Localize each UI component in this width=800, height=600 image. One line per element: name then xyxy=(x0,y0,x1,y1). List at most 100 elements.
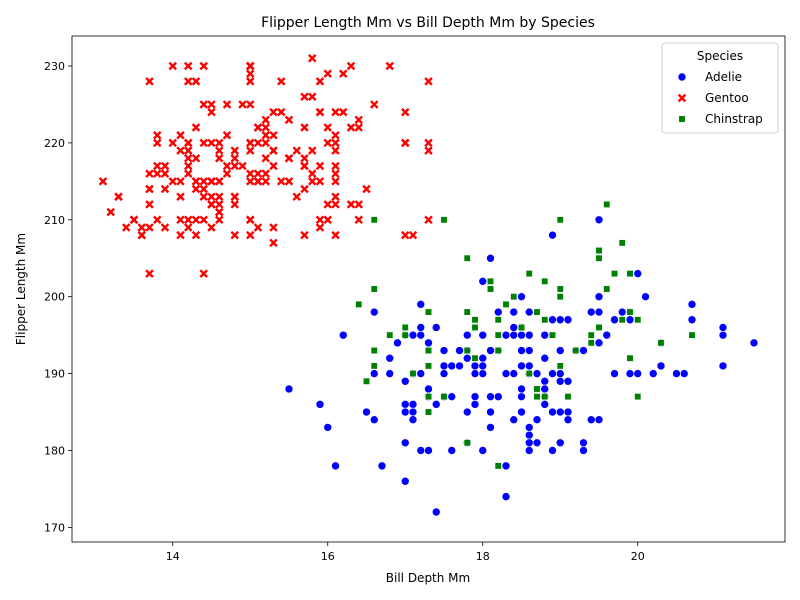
data-point xyxy=(401,107,410,117)
legend-items: Adelie Gentoo Chinstrap xyxy=(677,70,763,126)
data-point xyxy=(471,323,479,331)
data-point xyxy=(355,300,363,308)
data-point xyxy=(269,161,278,171)
data-point xyxy=(184,77,193,86)
y-tick-label: 210 xyxy=(44,214,65,227)
plot-area xyxy=(98,54,759,517)
data-point xyxy=(393,338,402,348)
data-point xyxy=(439,369,449,378)
data-point xyxy=(533,385,541,393)
data-point xyxy=(625,369,635,378)
data-point xyxy=(587,339,595,347)
data-point xyxy=(424,77,433,86)
data-point xyxy=(594,292,604,301)
data-point xyxy=(184,154,193,163)
data-point xyxy=(439,361,449,371)
data-point xyxy=(145,269,154,278)
data-point xyxy=(541,316,549,324)
data-point xyxy=(416,369,426,378)
data-point xyxy=(611,270,618,278)
data-point xyxy=(331,177,340,186)
data-point xyxy=(98,177,108,186)
data-point xyxy=(145,77,154,86)
data-point xyxy=(168,138,177,148)
data-point xyxy=(679,369,689,378)
data-point xyxy=(594,307,604,317)
data-point xyxy=(416,446,426,455)
data-point xyxy=(145,200,154,209)
data-point xyxy=(323,200,332,209)
data-point xyxy=(509,369,519,378)
data-point xyxy=(385,369,395,378)
data-point xyxy=(377,461,387,471)
data-point xyxy=(478,361,488,371)
data-point xyxy=(470,392,480,401)
data-point xyxy=(323,138,332,148)
data-point xyxy=(215,177,224,186)
y-axis: 170 180 190 200 210 220 230 xyxy=(44,60,72,534)
data-point xyxy=(362,184,371,194)
data-point xyxy=(207,223,216,232)
y-tick-label: 220 xyxy=(44,137,65,150)
data-point xyxy=(524,307,534,317)
data-point xyxy=(431,323,441,332)
data-point xyxy=(586,415,596,425)
data-point xyxy=(509,323,519,332)
data-point xyxy=(408,230,418,240)
data-point xyxy=(672,369,681,378)
series-gentoo xyxy=(98,54,433,278)
data-point xyxy=(687,315,697,325)
data-point xyxy=(246,69,255,78)
data-point xyxy=(424,215,433,225)
data-point xyxy=(215,207,224,217)
data-point xyxy=(463,439,471,447)
data-point xyxy=(610,315,619,325)
data-point xyxy=(555,407,565,417)
data-point xyxy=(261,130,270,140)
data-point xyxy=(176,215,185,225)
data-point xyxy=(246,177,255,186)
data-point xyxy=(284,384,294,394)
data-point xyxy=(424,138,433,148)
data-point xyxy=(369,369,379,378)
data-point xyxy=(191,154,201,163)
plot-frame xyxy=(71,35,786,543)
data-point xyxy=(455,361,464,371)
data-point xyxy=(486,253,495,263)
data-point xyxy=(595,323,603,331)
data-point xyxy=(308,146,317,155)
data-point xyxy=(749,338,759,348)
data-point xyxy=(408,407,418,417)
data-point xyxy=(424,146,433,155)
data-point xyxy=(176,130,185,140)
data-point xyxy=(385,61,394,71)
data-point xyxy=(595,254,603,262)
data-point xyxy=(556,285,564,293)
data-point xyxy=(253,123,263,132)
x-tick-label: 14 xyxy=(166,550,180,563)
data-point xyxy=(532,438,542,448)
data-point xyxy=(618,316,626,324)
data-point xyxy=(548,315,557,325)
data-point xyxy=(308,169,317,178)
y-axis-label: Flipper Length Mm xyxy=(14,233,28,345)
data-point xyxy=(509,330,519,340)
data-point xyxy=(269,238,278,248)
data-point xyxy=(424,446,433,455)
data-point xyxy=(277,107,286,117)
data-point xyxy=(517,330,526,340)
data-point xyxy=(540,376,550,386)
data-point xyxy=(486,407,495,417)
data-point xyxy=(339,107,348,117)
data-point xyxy=(191,215,201,225)
data-point xyxy=(207,192,216,201)
data-point xyxy=(215,192,224,201)
data-point xyxy=(595,247,603,255)
data-point xyxy=(261,115,270,125)
data-point xyxy=(230,200,239,209)
data-point xyxy=(648,369,658,378)
data-point xyxy=(129,215,139,225)
data-point xyxy=(261,123,270,132)
data-point xyxy=(160,223,170,232)
